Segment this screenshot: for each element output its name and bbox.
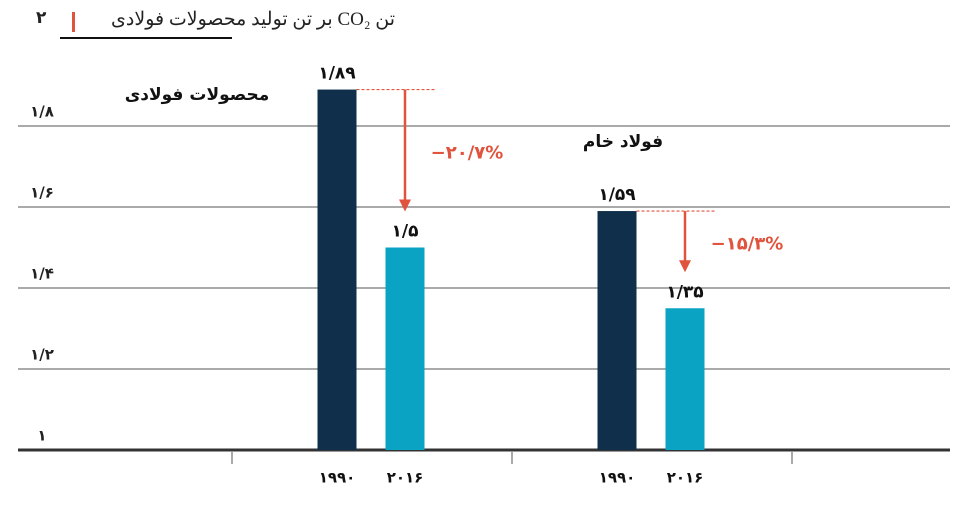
y-tick-label: ۱/۲ (30, 346, 54, 364)
value-label: ۱/۸۹ (318, 64, 356, 84)
title-underline (60, 37, 232, 39)
separator (72, 12, 75, 32)
y-tick-label: ۱/۸ (30, 103, 54, 121)
arrow-head (679, 260, 691, 273)
change-label: −۲۰/۷% (431, 143, 504, 164)
value-label: ۱/۵ (392, 222, 419, 242)
group-label: محصولات فولادی (125, 85, 270, 105)
x-tick-label: ۲۰۱۶ (667, 469, 704, 487)
bar (317, 89, 357, 451)
x-tick-label: ۲۰۱۶ (387, 469, 424, 487)
x-tick-label: ۱۹۹۰ (319, 469, 356, 487)
value-label: ۱/۳۵ (666, 282, 703, 302)
chart-title: تن CO₂ بر تن تولید محصولات فولادی (111, 9, 395, 30)
y-tick-label: ۱/۴ (30, 265, 54, 283)
arrow-head (399, 199, 411, 212)
bar (597, 211, 637, 450)
y-tick-label: ۱ (37, 427, 46, 445)
value-label: ۱/۵۹ (598, 185, 636, 205)
x-tick-label: ۱۹۹۰ (599, 469, 636, 487)
bar (665, 308, 705, 450)
bar (385, 247, 425, 450)
y-tick-label: ۱/۶ (30, 184, 54, 202)
figure-number: ۲ (36, 8, 47, 28)
change-label: −۱۵/۳% (711, 234, 784, 255)
group-label: فولاد خام (583, 132, 663, 152)
